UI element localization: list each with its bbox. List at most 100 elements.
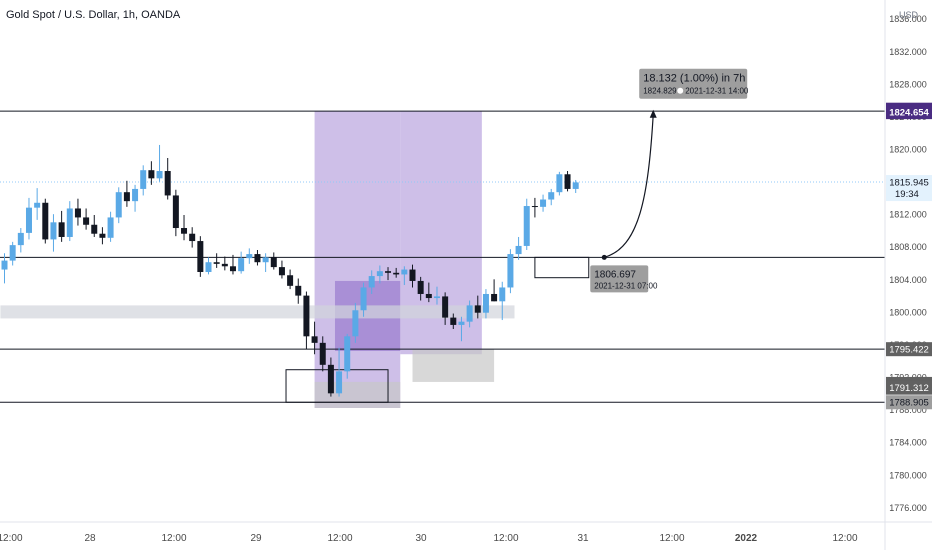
price-tags-layer: 1824.7071824.6541815.94519:341795.422179… bbox=[886, 102, 932, 410]
candle-body bbox=[540, 199, 547, 207]
candle-body bbox=[254, 254, 261, 263]
candle-body bbox=[531, 206, 538, 208]
candle-body bbox=[213, 262, 220, 264]
gray-zone-1 bbox=[314, 381, 401, 408]
time-tick-label: 12:00 bbox=[832, 533, 857, 544]
candle-body bbox=[25, 207, 32, 233]
candle-body bbox=[164, 171, 171, 196]
projection-curve bbox=[604, 114, 654, 258]
price-tick-label: 1808.000 bbox=[889, 242, 927, 252]
projection-target-label: 18.132 (1.00%) in 7h bbox=[643, 73, 745, 85]
price-tick-label: 1804.000 bbox=[889, 275, 927, 285]
candle-body bbox=[181, 228, 188, 234]
candle-body bbox=[156, 171, 163, 179]
price-tag bbox=[886, 105, 932, 120]
price-tick-label: 1800.000 bbox=[889, 307, 927, 317]
price-tick-label: 1780.000 bbox=[889, 470, 927, 480]
candle-body bbox=[115, 192, 122, 218]
candle-body bbox=[262, 257, 269, 263]
candle-body bbox=[99, 233, 106, 238]
clock-icon bbox=[677, 87, 684, 94]
time-tick-label: 12:00 bbox=[161, 533, 186, 544]
candle-body bbox=[74, 208, 81, 218]
horizontal-lines-layer bbox=[0, 110, 885, 403]
price-tag-label: 1788.905 bbox=[889, 398, 929, 409]
candle-body bbox=[466, 305, 473, 322]
candle-body bbox=[123, 192, 130, 202]
candle-body bbox=[270, 257, 277, 268]
gray-support-band bbox=[0, 305, 515, 319]
candle-body bbox=[229, 266, 236, 272]
price-tag bbox=[886, 395, 932, 410]
time-tick-label: 12:00 bbox=[493, 533, 518, 544]
candle-body bbox=[197, 241, 204, 272]
candle-body bbox=[344, 336, 351, 372]
candle-body bbox=[34, 202, 41, 208]
time-tick-label: 12:00 bbox=[0, 533, 23, 544]
projection-start-time: 2021-12-31 07:00 bbox=[594, 281, 658, 290]
projection-layer: 18.132 (1.00%) in 7h 1824.829 2021-12-31… bbox=[590, 68, 749, 293]
projection-box bbox=[534, 256, 590, 279]
candle-body bbox=[548, 192, 555, 200]
currency-label: USD bbox=[898, 10, 918, 20]
candle-body bbox=[327, 364, 334, 394]
price-tick-label: 1820.000 bbox=[889, 145, 927, 155]
projection-start-box bbox=[590, 265, 649, 293]
candle-body bbox=[368, 276, 375, 288]
candle-body bbox=[287, 275, 294, 286]
candle-body bbox=[319, 342, 326, 365]
candle-body bbox=[91, 224, 98, 234]
candle-body bbox=[58, 222, 65, 237]
countdown-label: 19:34 bbox=[895, 189, 919, 200]
price-tick-label: 1788.000 bbox=[889, 405, 927, 415]
candle-body bbox=[42, 202, 49, 240]
price-axis-background bbox=[885, 0, 932, 550]
candle-body bbox=[442, 296, 449, 318]
candle-body bbox=[507, 254, 514, 288]
candle-body bbox=[352, 310, 359, 337]
candle-body bbox=[1, 260, 8, 270]
candle-body bbox=[409, 269, 416, 281]
time-tick-label: 12:00 bbox=[659, 533, 684, 544]
candle-body bbox=[564, 174, 571, 189]
candle-body bbox=[132, 188, 139, 202]
candle-body bbox=[148, 170, 155, 179]
time-tick-label: 28 bbox=[84, 533, 96, 544]
candle-body bbox=[433, 296, 440, 299]
candle-body bbox=[9, 245, 16, 261]
price-tick-label: 1828.000 bbox=[889, 79, 927, 89]
gray-zone-2 bbox=[412, 349, 495, 382]
price-tick-label: 1832.000 bbox=[889, 47, 927, 57]
candle-body bbox=[295, 285, 302, 296]
candle-body bbox=[311, 336, 318, 343]
candle-body bbox=[238, 258, 245, 272]
candle-body bbox=[572, 182, 579, 189]
time-tick-label: 29 bbox=[250, 533, 262, 544]
candle-body bbox=[385, 271, 392, 273]
price-tag bbox=[886, 175, 932, 202]
candle-body bbox=[17, 232, 24, 246]
time-axis[interactable]: 12:00 28 12:00 29 12:00 30 12:00 31 12:00 2022 12:… bbox=[0, 533, 858, 544]
candle-body bbox=[360, 287, 367, 311]
candle-body bbox=[278, 267, 285, 276]
candle-body bbox=[425, 293, 432, 299]
time-tick-label: 12:00 bbox=[327, 533, 352, 544]
candle-body bbox=[523, 206, 530, 246]
candle-body bbox=[189, 233, 196, 242]
projection-start-label: 1806.697 bbox=[594, 269, 636, 280]
candle-body bbox=[474, 305, 481, 313]
candle-body bbox=[140, 170, 147, 189]
candle-body bbox=[221, 263, 228, 267]
candle-body bbox=[393, 272, 400, 275]
projection-target-time: 2021-12-31 14:00 bbox=[685, 87, 749, 96]
candle-body bbox=[417, 280, 424, 294]
projection-target-box bbox=[639, 68, 748, 99]
candle-body bbox=[66, 208, 73, 237]
time-tick-label: 31 bbox=[577, 533, 589, 544]
price-tick-label: 1812.000 bbox=[889, 210, 927, 220]
candle-body bbox=[107, 217, 114, 238]
price-tick-label: 1776.000 bbox=[889, 503, 927, 513]
purple-zone-1 bbox=[314, 111, 401, 408]
